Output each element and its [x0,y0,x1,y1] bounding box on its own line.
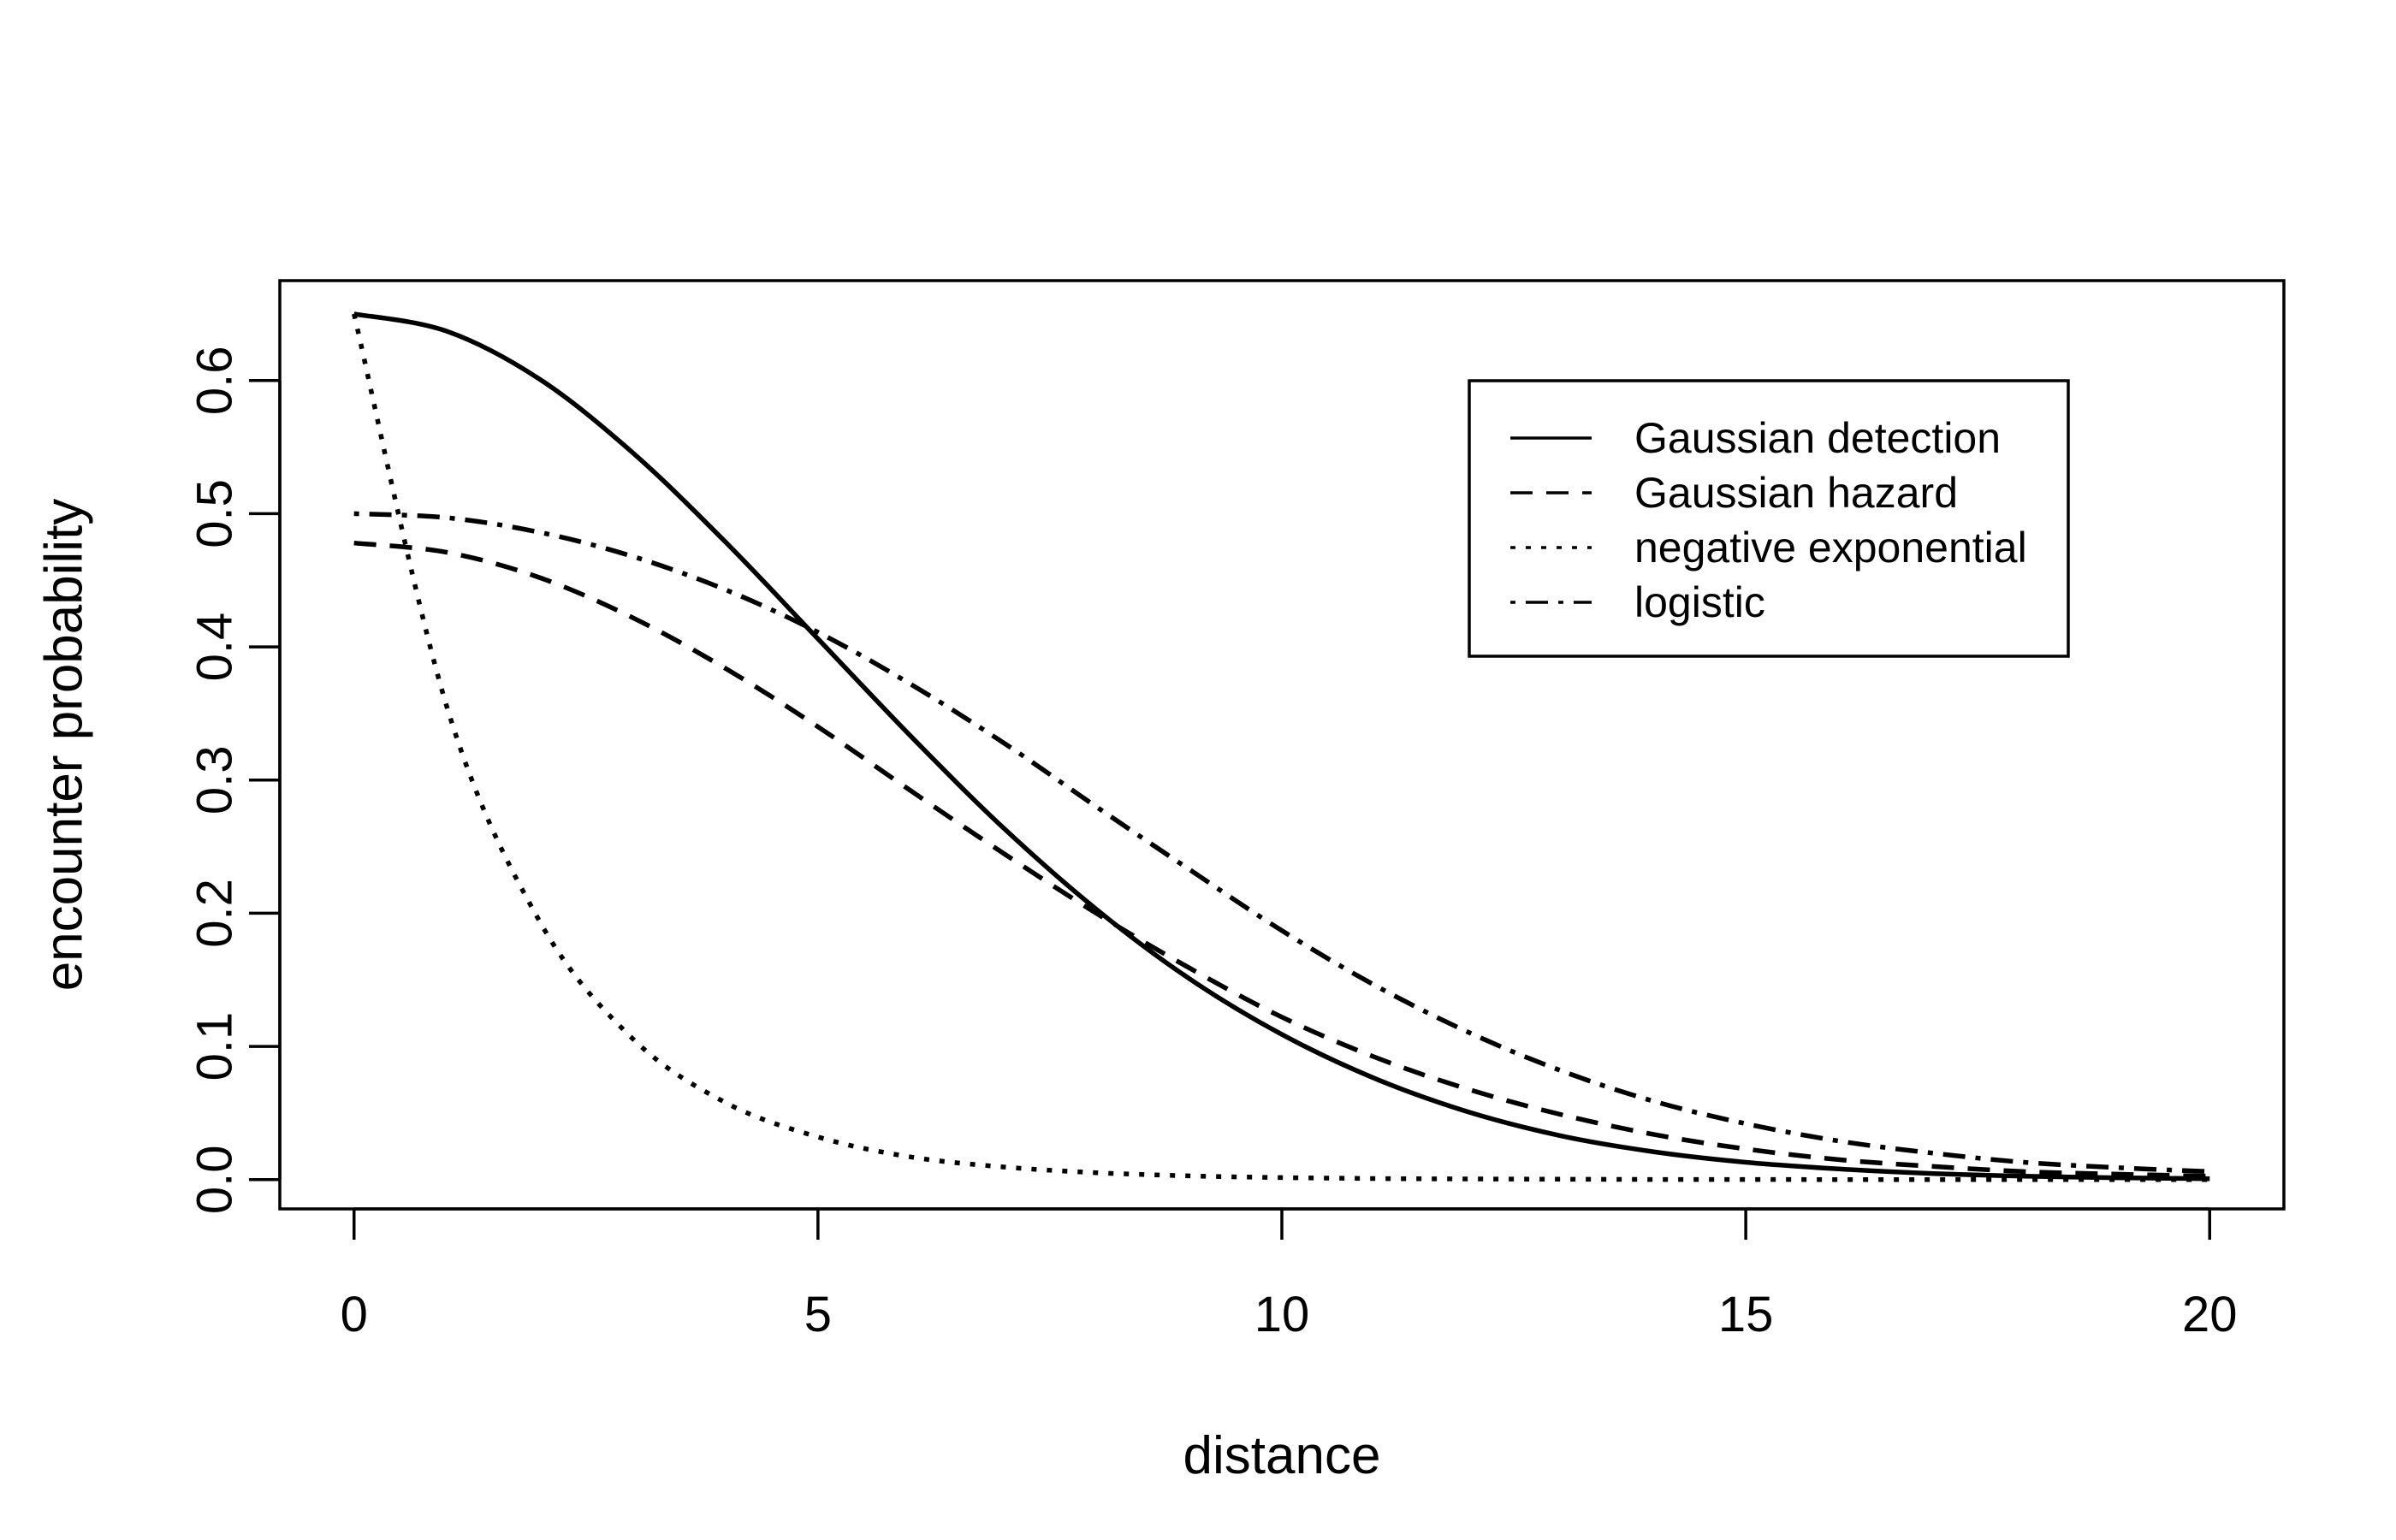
x-tick-label: 15 [1718,1287,1774,1342]
legend-label-logistic: logistic [1634,578,1765,626]
x-axis: 0 5 10 15 20 [341,1207,2238,1342]
y-tick-label: 0.5 [187,479,243,548]
y-tick-label: 0.0 [187,1145,243,1214]
x-tick-label: 5 [804,1287,832,1342]
y-tick-label: 0.1 [187,1012,243,1081]
series-line-gaussian-detection [353,311,2210,1182]
x-tick-label: 0 [341,1287,368,1342]
y-axis: 0.0 0.1 0.2 0.3 0.4 0.5 0.6 [187,346,282,1214]
y-tick-label: 0.3 [187,745,243,814]
series-line-negative-exponential [352,313,2210,1182]
series-line-logistic [353,511,2210,1175]
legend-label-gaussian-detection: Gaussian detection [1634,414,2001,462]
y-axis-title: encounter probability [35,499,94,992]
series-layer [352,311,2210,1182]
series-line-gaussian-hazard [353,540,2210,1179]
legend-label-negative-exponential: negative exponential [1634,524,2027,572]
legend: Gaussian detection Gaussian hazard negativ… [1468,379,2070,658]
x-axis-title: distance [1183,1426,1381,1485]
y-tick-label: 0.2 [187,879,243,948]
y-tick-label: 0.4 [187,613,243,682]
legend-box [1468,379,2070,658]
x-tick-label: 20 [2182,1287,2238,1342]
y-tick-label: 0.6 [187,346,243,415]
legend-label-gaussian-hazard: Gaussian hazard [1634,469,1958,517]
x-tick-label: 10 [1254,1287,1310,1342]
